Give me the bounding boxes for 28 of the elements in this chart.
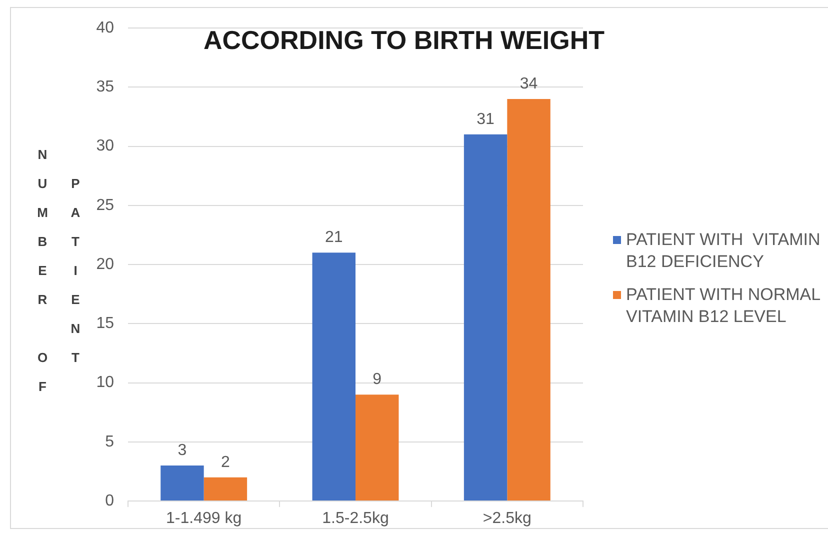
data-label: 9 [372, 370, 382, 388]
y-tick-label: 20 [96, 256, 114, 273]
data-label: 3 [178, 442, 187, 459]
bar [160, 466, 204, 500]
y-tick-label: 25 [96, 196, 114, 214]
bar [356, 394, 399, 500]
x-tick-label: >2.5kg [482, 510, 532, 528]
y-tick-label: 10 [96, 374, 114, 392]
bar [464, 134, 508, 500]
y-tick-label: 5 [105, 433, 114, 450]
bar [312, 252, 356, 500]
y-tick-label: 15 [96, 315, 114, 332]
y-tick-label: 35 [96, 78, 114, 96]
data-label: 31 [476, 110, 495, 128]
legend-label: PATIENT WITH VITAMIN B12 DEFICIENCY [626, 229, 822, 273]
bar [204, 477, 248, 500]
y-tick-label: 0 [105, 492, 114, 510]
data-label: 2 [220, 454, 230, 471]
legend-label: PATIENT WITH NORMAL VITAMIN B12 LEVEL [626, 284, 821, 328]
y-tick-label: 40 [96, 19, 114, 36]
text: NUMBER OF PATIENT [35, 147, 83, 408]
data-label: 21 [324, 229, 343, 246]
x-tick-label: 1.5-2.5kg [322, 510, 389, 528]
x-tick-label: 1-1.499 kg [166, 510, 242, 528]
chart-title: ACCORDING TO BIRTH WEIGHT [203, 25, 605, 55]
bar [507, 98, 550, 500]
data-label: 34 [520, 75, 538, 92]
y-tick-label: 30 [96, 138, 114, 155]
